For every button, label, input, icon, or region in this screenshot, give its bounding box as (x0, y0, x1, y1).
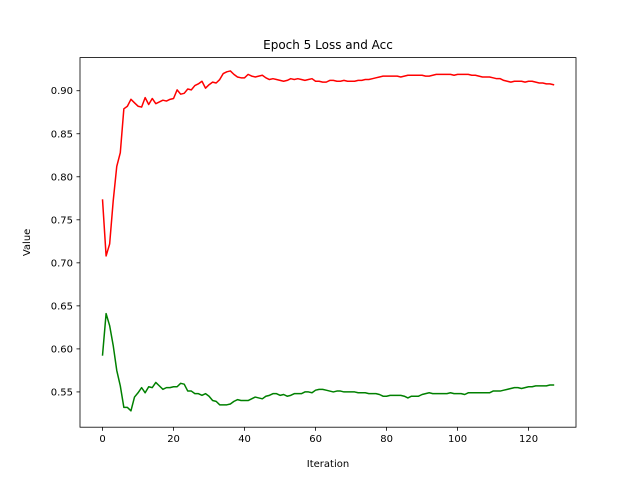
y-tick-label: 0.55 (51, 387, 73, 398)
x-tick-label: 60 (309, 434, 322, 445)
x-tick-label: 80 (380, 434, 393, 445)
x-tick-label: 120 (519, 434, 538, 445)
y-axis: 0.55 0.60 0.65 0.70 0.75 0.80 0.85 0.90 (51, 86, 80, 398)
series-line-0 (101, 70, 555, 257)
y-tick-label: 0.85 (51, 129, 73, 140)
y-tick-label: 0.65 (51, 301, 73, 312)
plot-frame (79, 57, 577, 428)
x-tick-label: 0 (99, 434, 105, 445)
chart-title: Epoch 5 Loss and Acc (263, 38, 393, 52)
x-axis-label: Iteration (307, 459, 349, 470)
x-tick-label: 40 (238, 434, 251, 445)
x-axis: 0 20 40 60 80 100 120 (99, 427, 538, 445)
y-tick-label: 0.90 (51, 86, 73, 97)
y-tick-label: 0.60 (51, 344, 73, 355)
y-axis-label: Value (22, 229, 33, 256)
y-tick-label: 0.80 (51, 172, 73, 183)
x-tick-label: 20 (167, 434, 180, 445)
y-tick-label: 0.70 (51, 258, 73, 269)
y-tick-label: 0.75 (51, 215, 73, 226)
x-tick-label: 100 (448, 434, 467, 445)
series-line-1 (101, 312, 555, 412)
series-layer (101, 70, 555, 412)
